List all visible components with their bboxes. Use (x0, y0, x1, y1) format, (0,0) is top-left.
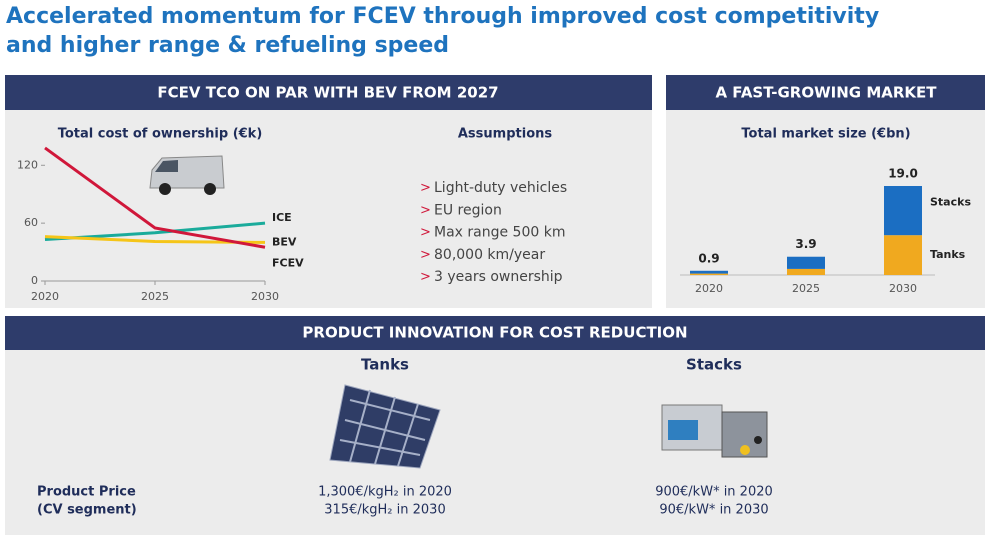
tank-image (329, 384, 441, 469)
bar (787, 256, 825, 269)
bar (690, 270, 728, 274)
panel-body (5, 110, 652, 308)
van-icon (149, 155, 225, 195)
product-name: Tanks (361, 356, 409, 374)
legend-label: Stacks (930, 196, 971, 209)
row-label: (CV segment) (37, 503, 137, 518)
bar (884, 186, 922, 236)
panel-header (5, 316, 985, 350)
y-tick-label: 120 (17, 158, 38, 171)
panel-header (5, 75, 652, 110)
price: 1,300€/kgH₂ in 2020 (318, 485, 452, 500)
stack-image (661, 404, 768, 458)
bullet: > (420, 247, 431, 262)
assumption: Light-duty vehicles (434, 180, 567, 196)
x-tick-label: 2025 (792, 282, 820, 295)
bar (690, 273, 728, 275)
x-tick-label: 2025 (141, 290, 169, 303)
line (44, 146, 266, 249)
price: 90€/kW* in 2030 (659, 503, 768, 518)
bullet: > (420, 181, 431, 196)
panel-title: A FAST-GROWING MARKET (715, 84, 937, 102)
bar (787, 268, 825, 275)
y-tick-label: 0 (31, 274, 38, 287)
series-label: ICE (272, 211, 292, 224)
row-label: Product Price (37, 485, 136, 500)
x-tick-label: 2030 (889, 282, 917, 295)
series-label: FCEV (272, 256, 304, 269)
legend-label: Tanks (930, 248, 966, 261)
price: 900€/kW* in 2020 (655, 485, 773, 500)
product-name: Stacks (686, 356, 742, 374)
x-tick-label: 2030 (251, 290, 279, 303)
y-tick-label: 60 (24, 216, 38, 229)
bar (884, 235, 922, 275)
bullet: > (420, 270, 431, 285)
assumption: EU region (434, 202, 502, 218)
bullet: > (420, 203, 431, 218)
panel-header (666, 75, 985, 110)
x-tick-label: 2020 (695, 282, 723, 295)
price: 315€/kgH₂ in 2030 (324, 503, 445, 518)
bullet: > (420, 225, 431, 240)
panel-title: PRODUCT INNOVATION FOR COST REDUCTION (302, 324, 687, 342)
total-label: 3.9 (795, 237, 816, 251)
title: Accelerated momentum for FCEV through im… (6, 4, 879, 29)
panel-body (5, 350, 985, 535)
x-tick-label: 2020 (31, 290, 59, 303)
total-label: 19.0 (888, 167, 918, 181)
total-label: 0.9 (698, 251, 719, 265)
chart-title: Total cost of ownership (€k) (58, 127, 263, 142)
title: and higher range & refueling speed (6, 33, 449, 58)
chart-title: Total market size (€bn) (741, 127, 910, 142)
assumption: Max range 500 km (434, 225, 565, 241)
panel-title: FCEV TCO ON PAR WITH BEV FROM 2027 (157, 84, 498, 102)
assumption: 80,000 km/year (434, 247, 545, 263)
series-label: BEV (272, 235, 297, 248)
assumption: 3 years ownership (434, 269, 563, 285)
assumptions-title: Assumptions (458, 127, 552, 142)
